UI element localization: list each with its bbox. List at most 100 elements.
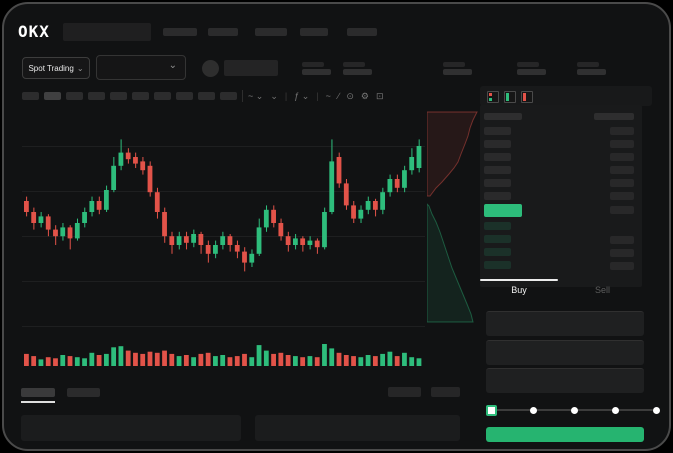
ask-price-placeholder[interactable] [484,127,511,135]
candle-body [147,165,153,193]
candle-body [74,223,80,239]
grid-line [22,326,425,327]
timeframe-button-placeholder[interactable] [176,92,193,100]
orderbook-layout-all-icon[interactable] [487,91,499,103]
candle-body [53,229,58,237]
candle-body [234,245,240,252]
volume-bar [82,358,87,366]
buy-submit-button[interactable] [486,427,644,442]
timeframe-button-placeholder[interactable] [66,92,83,100]
okx-logo[interactable]: OKX [18,22,50,41]
timeframe-button-placeholder[interactable] [198,92,215,100]
depth-asks-area [427,111,478,197]
market-type-label: Spot Trading [28,63,74,73]
candlestick-chart[interactable] [22,112,425,335]
nav-item-placeholder[interactable] [255,28,287,36]
timeframe-button-placeholder[interactable] [22,92,39,100]
slider-stop-dot[interactable] [612,407,619,414]
nav-item-placeholder[interactable] [163,28,197,36]
bid-amount-placeholder [610,236,634,244]
candle-body [394,179,400,188]
ask-price-placeholder[interactable] [484,166,511,174]
volume-bar [96,355,102,366]
orders-tab-active[interactable] [21,388,55,397]
trendline-tool-icon[interactable]: ∕ [337,91,340,101]
ask-price-placeholder[interactable] [484,179,511,187]
candle-body [45,216,51,230]
orderbook-layout-asks-icon[interactable] [521,91,533,103]
timeframe-button-placeholder[interactable] [110,92,127,100]
tab-buy[interactable]: Buy [511,285,527,295]
slider-stop-dot[interactable] [530,407,537,414]
bid-price-placeholder[interactable] [484,235,511,243]
orderbook-header-price-placeholder [484,113,522,120]
snapshot-icon[interactable]: ⊙ [346,90,354,101]
price-input[interactable] [486,311,644,336]
amount-input[interactable] [486,340,644,365]
tab-sell[interactable]: Sell [594,285,610,295]
volume-bar [416,358,422,366]
volume-bar [336,352,342,366]
bid-price-placeholder[interactable] [484,248,511,256]
candle-body [176,236,182,245]
total-input[interactable] [486,368,644,393]
timeframe-button-placeholder[interactable] [154,92,171,100]
bid-price-placeholder[interactable] [484,261,511,269]
pair-selector-dropdown[interactable]: ⌄ [96,55,186,80]
fullscreen-icon[interactable]: ⊡ [376,90,384,101]
volume-bar [125,350,131,366]
ask-price-placeholder[interactable] [484,153,511,161]
ticker-stat-label-placeholder [443,62,465,67]
orders-filter-placeholder[interactable] [388,387,421,397]
timeframe-button-placeholder[interactable] [88,92,105,100]
timeframe-button-placeholder[interactable] [44,92,61,100]
slider-stop-dot[interactable] [571,407,578,414]
candle-body [307,240,313,245]
timeframe-button-placeholder[interactable] [220,92,237,100]
settings-icon[interactable]: ⚙ [360,90,369,101]
volume-bar [343,355,349,366]
candle-body [249,253,255,263]
candle-body [256,227,262,254]
chart-style-icon[interactable]: ~ ⌄ [248,90,264,101]
nav-item-placeholder[interactable] [347,28,377,36]
ask-price-placeholder[interactable] [484,192,511,200]
volume-bar [365,355,371,366]
volume-bar [183,355,189,366]
candle-body [351,205,356,219]
volume-bar [234,356,240,366]
ask-amount-placeholder [610,166,634,174]
nav-item-placeholder[interactable] [300,28,328,36]
market-type-selector[interactable]: Spot Trading ⌄ [22,57,90,79]
toolbar-divider: | [284,91,288,101]
volume-bar [45,357,51,366]
orderbook-layout-bids-icon[interactable] [504,91,516,103]
volume-bar [191,357,197,366]
ticker-stat-label-placeholder [302,62,324,67]
volume-bar [380,353,386,366]
orderbook-panel[interactable] [480,105,642,287]
bid-price-placeholder[interactable] [484,222,511,230]
ticker-stat-value-placeholder [517,69,546,75]
orders-tab-inactive[interactable] [67,388,100,397]
volume-bar [329,348,335,366]
orderbook-header-amount-placeholder [594,113,634,120]
indicators-icon[interactable]: ƒ ⌄ [294,90,310,101]
timeframe-button-placeholder[interactable] [132,92,149,100]
volume-bar [314,357,320,366]
slider-stop-dot[interactable] [653,407,660,414]
bid-amount-placeholder [610,262,634,270]
orders-filter-placeholder[interactable] [431,387,460,397]
slider-handle[interactable] [486,405,497,416]
nav-item-placeholder[interactable] [208,28,238,36]
line-tool-icon[interactable]: ~ [325,91,331,101]
chevron-down-icon[interactable]: ⌄ [270,90,278,101]
amount-percent-slider[interactable] [486,404,660,416]
last-price-highlight[interactable] [484,204,522,217]
volume-bar [409,357,415,366]
volume-bar [169,353,175,366]
depth-chart[interactable] [427,110,478,325]
ask-price-placeholder[interactable] [484,140,511,148]
